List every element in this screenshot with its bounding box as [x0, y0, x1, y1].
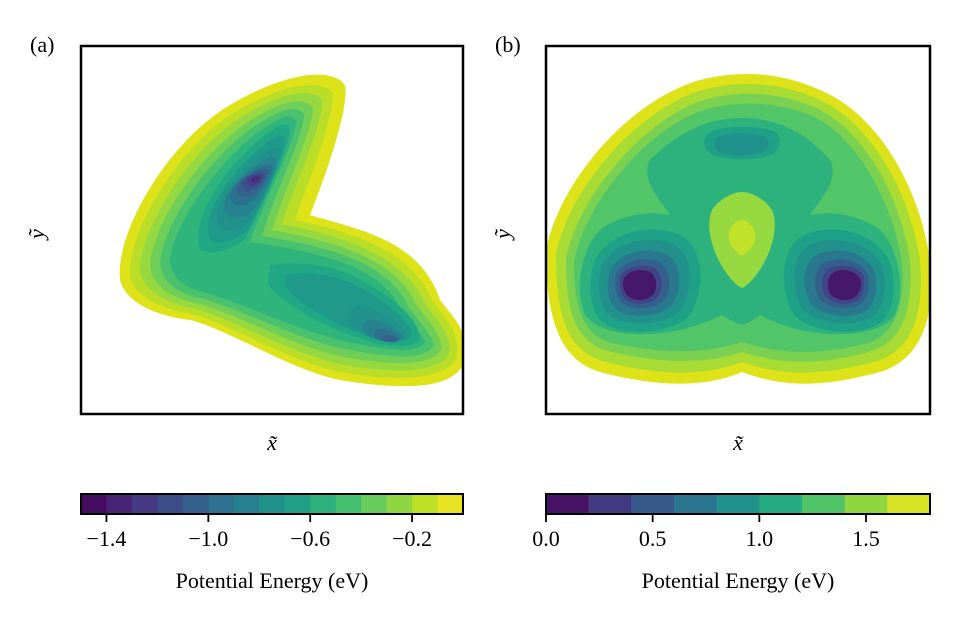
contour-plot-b	[546, 74, 930, 384]
colorbar-b-swatch	[802, 494, 846, 514]
xlabel-b: x̃	[732, 430, 743, 455]
colorbar-a-swatch	[335, 494, 362, 514]
colorbar-b-label: Potential Energy (eV)	[642, 568, 835, 593]
colorbar-b-swatch	[887, 494, 931, 514]
colorbar-a-swatch	[412, 494, 439, 514]
colorbar-a-swatch	[157, 494, 184, 514]
colorbar-a-swatch	[284, 494, 311, 514]
colorbar-a-tick-label: −0.6	[290, 526, 330, 551]
contour-plot-a	[119, 74, 463, 387]
colorbar-b-swatch	[716, 494, 760, 514]
colorbar-a-tick-label: −0.2	[392, 526, 432, 551]
colorbar-b-tick-label: 1.0	[746, 526, 774, 551]
colorbar-b-tick-label: 0.5	[639, 526, 667, 551]
colorbar-a-swatch	[310, 494, 337, 514]
colorbar-b-tick-label: 0.0	[532, 526, 560, 551]
colorbar-b-swatch	[674, 494, 718, 514]
colorbar-a-swatch	[208, 494, 235, 514]
plot-frame-b	[544, 44, 932, 416]
ylabel-b: ỹ	[490, 228, 515, 241]
colorbar-a-swatch	[386, 494, 413, 514]
colorbar-a-swatch	[131, 494, 158, 514]
colorbar-b-frame	[545, 493, 931, 515]
colorbar-a-swatch	[81, 494, 107, 514]
contour-a-level-8	[216, 147, 408, 339]
colorbar-a-tick-label: −1.0	[188, 526, 228, 551]
colorbar-b-swatch	[588, 494, 632, 514]
colorbar-b-swatch	[631, 494, 675, 514]
xlabel-a: x̃	[266, 430, 277, 455]
colorbar-a-frame	[80, 493, 464, 515]
colorbar-a-label: Potential Energy (eV)	[176, 568, 369, 593]
colorbar-a-tick-label: −1.4	[87, 526, 127, 551]
colorbar-a-swatch	[182, 494, 209, 514]
ylabel-a: ỹ	[24, 228, 49, 241]
contour-b-level-7	[607, 250, 877, 316]
colorbar-b-swatch	[546, 494, 590, 514]
colorbar-a-swatch	[233, 494, 260, 514]
colorbar-b: 0.0 0.5 1.0 1.5	[532, 493, 931, 551]
colorbar-a-swatch	[106, 494, 133, 514]
colorbar-a: −1.4 −1.0 −0.6 −0.2	[80, 493, 464, 551]
colorbar-a-swatch	[361, 494, 388, 514]
colorbar-a-swatch	[259, 494, 286, 514]
plot-frame-a	[79, 44, 465, 416]
contour-b-level-9	[619, 265, 865, 304]
panel-a-label: (a)	[30, 32, 54, 57]
colorbar-b-tick-label: 1.5	[852, 526, 880, 551]
contour-b-level-12	[728, 220, 756, 256]
contour-b-level-10	[623, 270, 861, 301]
colorbar-b-swatch	[759, 494, 803, 514]
colorbar-b-swatch	[844, 494, 888, 514]
colorbar-a-swatch	[437, 494, 464, 514]
panel-b-label: (b)	[495, 32, 521, 57]
contour-a-level-14	[250, 176, 260, 183]
